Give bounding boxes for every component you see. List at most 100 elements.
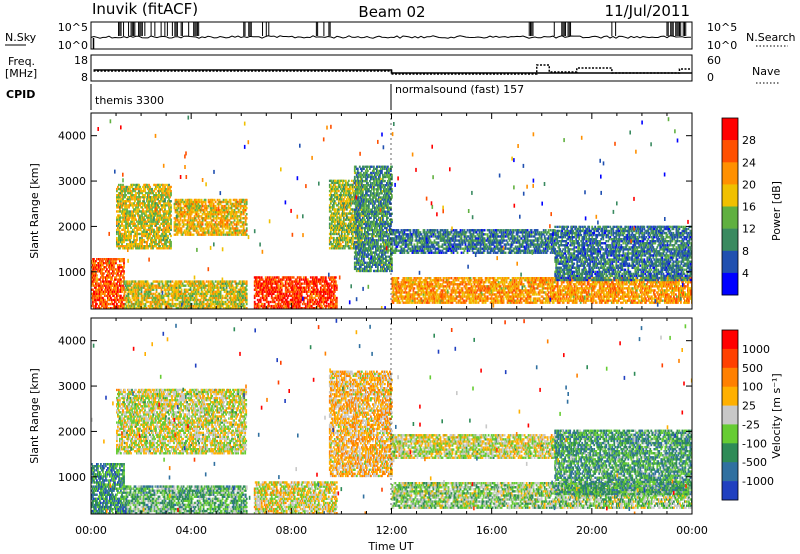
heatmap-cell (98, 286, 100, 289)
heatmap-cell (277, 294, 280, 298)
heatmap-cell (170, 194, 172, 197)
heatmap-cell (341, 202, 344, 205)
heatmap-cell (135, 226, 137, 230)
heatmap-cell (152, 214, 154, 217)
heatmap-cell (121, 280, 123, 283)
heatmap-cell (117, 202, 119, 205)
freq-label-line1: Freq. (8, 55, 35, 68)
heatmap-cell (103, 307, 105, 309)
heatmap-cell (199, 300, 202, 304)
heatmap-cell (339, 245, 342, 248)
heatmap-cell (328, 218, 331, 221)
heatmap-cell (208, 298, 211, 302)
heatmap-cell (139, 236, 141, 240)
heatmap-cell (329, 198, 332, 201)
heatmap-cell (170, 307, 173, 309)
heatmap-cell (132, 290, 135, 293)
heatmap-cell (119, 280, 121, 283)
heatmap-cell (351, 216, 354, 219)
heatmap-cell (130, 300, 133, 304)
heatmap-cell (144, 245, 146, 248)
heatmap-cell (335, 181, 338, 185)
heatmap-cell (138, 214, 140, 217)
heatmap-cell (232, 294, 235, 298)
heatmap-cell (315, 298, 318, 302)
heatmap-cell (151, 294, 154, 298)
heatmap-cell (123, 224, 125, 227)
heatmap-cell (149, 284, 152, 287)
heatmap-cell (95, 286, 97, 289)
heatmap-cell (212, 294, 215, 298)
heatmap-cell (125, 236, 127, 240)
heatmap-cell (234, 229, 237, 232)
heatmap-cell (202, 280, 205, 283)
heatmap-cell (302, 298, 305, 302)
heatmap-cell (150, 240, 152, 244)
heatmap-cell (351, 185, 354, 189)
heatmap-cell (235, 198, 238, 202)
heatmap-cell (154, 212, 156, 215)
heatmap-cell (219, 217, 222, 220)
heatmap-cell (220, 219, 223, 222)
heatmap-cell (281, 282, 284, 285)
heatmap-cell (319, 298, 322, 302)
heatmap-cell (232, 202, 235, 206)
heatmap-cell (284, 292, 287, 296)
heatmap-cell (168, 194, 170, 197)
heatmap-cell (165, 232, 167, 236)
heatmap-cell (327, 290, 330, 293)
heatmap-cell (144, 298, 147, 302)
heatmap-cell (97, 288, 99, 291)
heatmap-cell (348, 185, 351, 189)
heatmap-cell (155, 224, 157, 227)
heatmap-cell (299, 292, 302, 296)
heatmap-cell (218, 292, 221, 296)
heatmap-cell (225, 280, 228, 283)
heatmap-cell (153, 298, 156, 302)
heatmap-cell (164, 282, 167, 285)
heatmap-cell (333, 179, 336, 183)
heatmap-cell (188, 300, 191, 304)
heatmap-cell (229, 221, 232, 224)
heatmap-cell (245, 307, 248, 309)
nave-tick-top: 60 (707, 54, 721, 67)
heatmap-cell (266, 292, 269, 296)
heatmap-cell (199, 233, 202, 236)
heatmap-cell (297, 296, 300, 300)
heatmap-cell (165, 294, 168, 298)
heatmap-cell (190, 227, 193, 230)
heatmap-cell (134, 204, 136, 207)
heatmap-cell (98, 284, 100, 287)
heatmap-cell (205, 223, 208, 226)
heatmap-cell (336, 224, 339, 227)
heatmap-cell (132, 189, 134, 193)
heatmap-cell (137, 245, 139, 248)
heatmap-cell (204, 227, 207, 230)
heatmap-cell (123, 214, 125, 217)
heatmap-cell (141, 230, 143, 234)
heatmap-cell (217, 302, 220, 306)
heatmap-cell (118, 236, 120, 240)
heatmap-cell (221, 221, 224, 224)
heatmap-cell (135, 206, 137, 209)
heatmap-cell (293, 290, 296, 293)
heatmap-cell (179, 211, 182, 214)
heatmap-cell (118, 274, 120, 277)
heatmap-cell (163, 204, 165, 207)
heatmap-cell (264, 282, 267, 285)
heatmap-cell (158, 304, 161, 308)
heatmap-cell (118, 266, 120, 269)
heatmap-cell (146, 198, 148, 201)
heatmap-cell (232, 296, 235, 300)
heatmap-cell (291, 280, 294, 283)
heatmap-cell (119, 304, 121, 308)
heatmap-cell (96, 296, 98, 300)
heatmap-cell (226, 294, 229, 298)
heatmap-cell (291, 286, 294, 289)
heatmap-cell (336, 222, 339, 225)
heatmap-cell (113, 294, 115, 298)
heatmap-cell (308, 282, 311, 285)
heatmap-cell (201, 227, 204, 230)
heatmap-cell (159, 304, 162, 308)
heatmap-cell (112, 272, 114, 275)
